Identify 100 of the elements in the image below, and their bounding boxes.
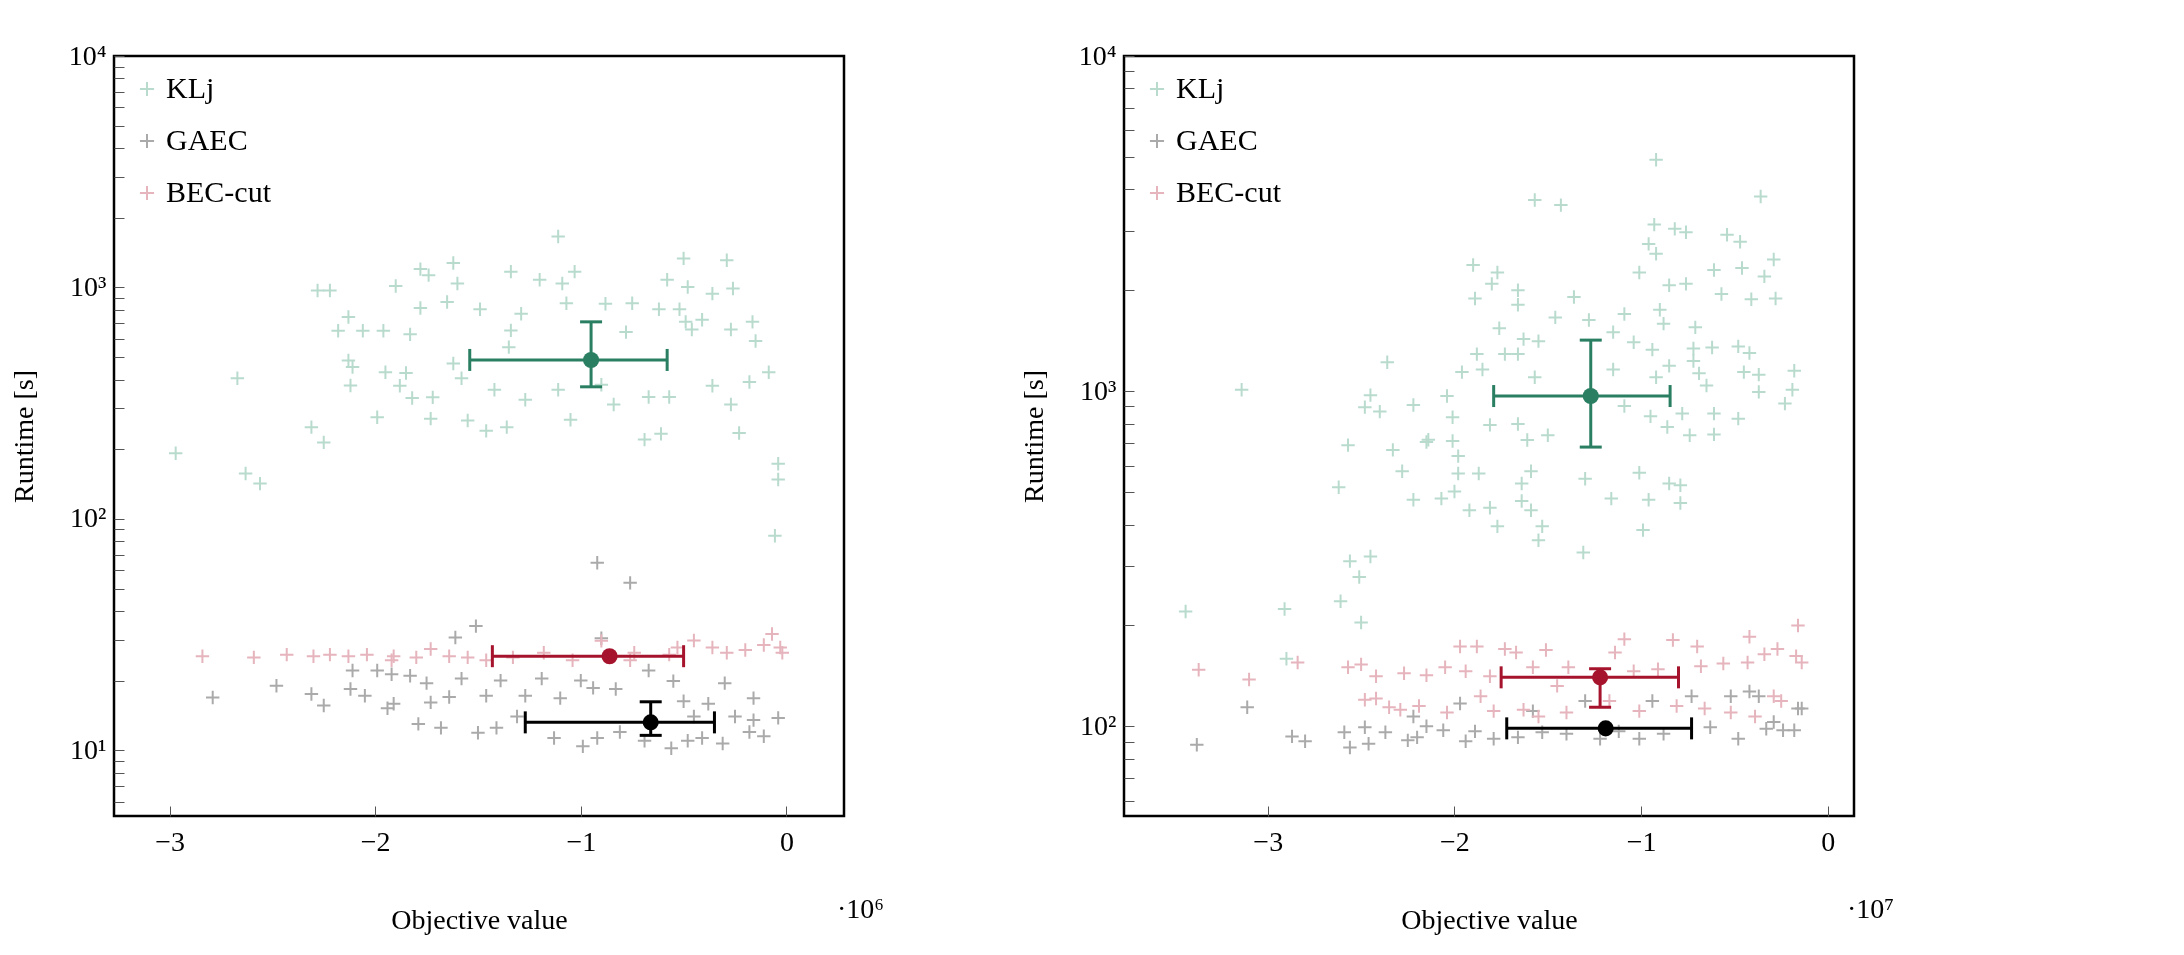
point [589, 555, 605, 571]
point [589, 730, 605, 746]
point [552, 690, 568, 706]
point [1457, 663, 1474, 679]
point [279, 646, 295, 663]
point [1538, 642, 1554, 658]
point [1289, 654, 1306, 671]
point [1472, 688, 1489, 704]
point [1730, 731, 1746, 747]
point [1794, 700, 1810, 717]
y-tick-label: 10¹ [70, 733, 107, 765]
point [357, 688, 373, 704]
legend-label: BEC-cut [166, 175, 272, 208]
legend-label: GAEC [1176, 123, 1258, 156]
point [1357, 692, 1373, 708]
point [686, 632, 702, 649]
point [468, 618, 484, 634]
point [1411, 698, 1427, 714]
point [1482, 668, 1498, 685]
x-tick-label: −1 [566, 825, 597, 857]
point [694, 730, 710, 746]
point [1437, 659, 1453, 675]
point [663, 740, 679, 756]
point [583, 351, 600, 368]
point [410, 716, 427, 732]
point [1741, 629, 1758, 645]
point [509, 708, 525, 725]
point [1756, 646, 1773, 663]
point [1515, 702, 1532, 718]
point [1368, 668, 1384, 685]
point [1396, 665, 1412, 681]
point [1558, 704, 1575, 721]
y-axis-title: Runtime [s] [1017, 370, 1049, 503]
point [1739, 654, 1756, 671]
point [727, 708, 743, 725]
point [342, 681, 359, 697]
point [1510, 729, 1526, 746]
y-tick-label: 10³ [70, 270, 107, 302]
point [626, 645, 642, 661]
point [1665, 632, 1681, 648]
point [704, 639, 721, 656]
point [1597, 720, 1614, 737]
point [205, 689, 221, 706]
point [316, 697, 332, 714]
point [385, 648, 402, 664]
y-tick-label: 10⁴ [68, 39, 107, 71]
point [661, 646, 677, 663]
x-tick-label: −2 [360, 825, 391, 857]
point [459, 649, 476, 666]
point [383, 652, 400, 668]
point [680, 732, 696, 749]
x-tick-label: 0 [779, 825, 794, 857]
x-tick-label: −2 [1440, 825, 1470, 857]
point [575, 738, 591, 755]
point [1340, 659, 1356, 675]
point [741, 724, 758, 740]
point [1342, 739, 1358, 756]
y-tick-label: 10⁴ [1078, 39, 1117, 71]
point [1497, 641, 1513, 657]
point [402, 668, 418, 684]
point [1592, 731, 1608, 747]
point [1485, 703, 1502, 719]
point [1418, 667, 1435, 683]
point [517, 688, 533, 704]
text: ·10⁶ [836, 893, 884, 924]
point [453, 670, 470, 687]
point [1611, 723, 1627, 740]
point [433, 720, 449, 736]
legend-label: BEC-cut [1176, 175, 1282, 208]
point [1377, 724, 1394, 740]
point [422, 641, 439, 657]
point [359, 646, 375, 663]
point [534, 670, 550, 687]
point [1297, 733, 1313, 750]
point [1631, 703, 1647, 719]
x-tick-label: −1 [1626, 825, 1657, 857]
text: ·10⁷ [1846, 893, 1894, 924]
point [1381, 699, 1397, 715]
point [1696, 700, 1713, 717]
point [1457, 733, 1474, 750]
point [1582, 387, 1599, 405]
point [1592, 669, 1609, 686]
point [1534, 724, 1550, 740]
point [1747, 708, 1763, 725]
point [470, 725, 486, 741]
point [1439, 704, 1455, 721]
point [1241, 671, 1257, 688]
y-tick-label: 10² [1080, 709, 1117, 741]
point [1409, 729, 1425, 746]
point [441, 648, 457, 664]
point [745, 690, 762, 706]
point [1284, 728, 1300, 745]
point [675, 693, 692, 709]
point [1508, 644, 1524, 661]
point [418, 675, 435, 691]
point [1467, 723, 1483, 740]
point [1715, 655, 1732, 672]
point [1357, 719, 1373, 736]
point [1400, 732, 1416, 749]
point [447, 629, 464, 646]
